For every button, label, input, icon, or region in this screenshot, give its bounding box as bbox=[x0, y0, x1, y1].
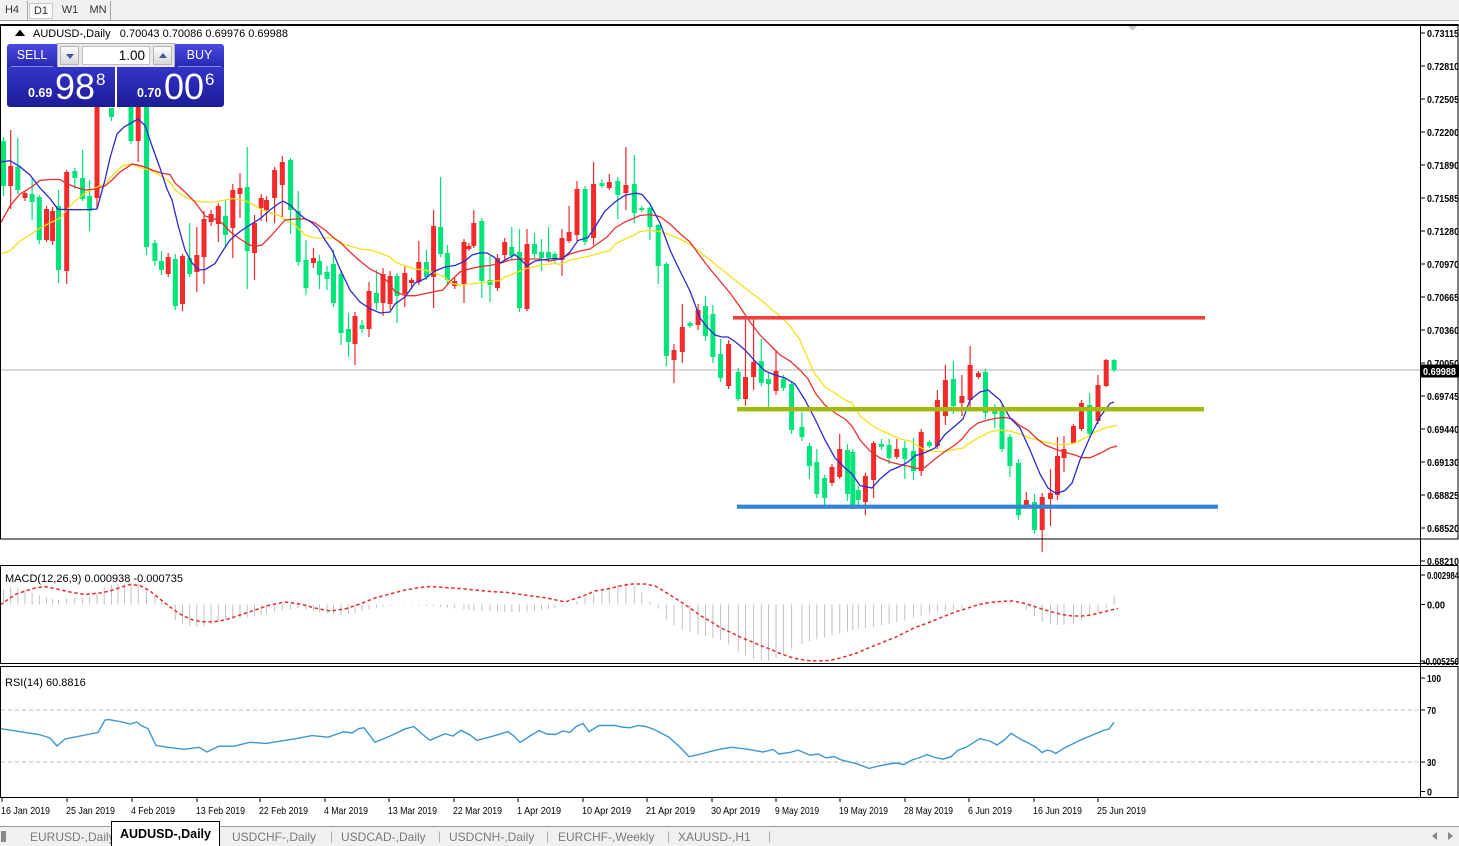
svg-text:4 Feb 2019: 4 Feb 2019 bbox=[131, 805, 175, 817]
svg-text:0.72810: 0.72810 bbox=[1427, 62, 1459, 73]
svg-text:1 Apr 2019: 1 Apr 2019 bbox=[517, 805, 561, 817]
svg-text:0.68210: 0.68210 bbox=[1427, 557, 1459, 568]
svg-text:0.69745: 0.69745 bbox=[1427, 392, 1459, 403]
svg-text:0.00: 0.00 bbox=[1427, 601, 1445, 612]
svg-text:AUDUSD-,Daily 0.70043 0.7008: AUDUSD-,Daily 0.70043 0.70086 0.69976 0.… bbox=[33, 28, 288, 40]
svg-text:10 Apr 2019: 10 Apr 2019 bbox=[582, 805, 631, 817]
svg-text:25 Jun 2019: 25 Jun 2019 bbox=[1097, 805, 1146, 817]
svg-text:9 May 2019: 9 May 2019 bbox=[775, 805, 819, 817]
svg-text:0.69988: 0.69988 bbox=[1423, 367, 1456, 378]
svg-text:19 May 2019: 19 May 2019 bbox=[839, 805, 888, 817]
svg-text:MACD(12,26,9) 0.000938 -0.0007: MACD(12,26,9) 0.000938 -0.000735 bbox=[5, 573, 183, 585]
svg-text:0.71890: 0.71890 bbox=[1427, 161, 1459, 172]
svg-text:16 Jun 2019: 16 Jun 2019 bbox=[1033, 805, 1082, 817]
svg-text:13 Mar 2019: 13 Mar 2019 bbox=[388, 805, 437, 817]
svg-text:30 Apr 2019: 30 Apr 2019 bbox=[711, 805, 760, 817]
svg-text:25 Jan 2019: 25 Jan 2019 bbox=[66, 805, 115, 817]
svg-text:RSI(14) 60.8816: RSI(14) 60.8816 bbox=[5, 677, 86, 689]
svg-text:0: 0 bbox=[1427, 788, 1432, 799]
svg-text:28 May 2019: 28 May 2019 bbox=[904, 805, 953, 817]
svg-text:16 Jan 2019: 16 Jan 2019 bbox=[1, 805, 50, 817]
svg-text:0.70665: 0.70665 bbox=[1427, 293, 1459, 304]
svg-text:0.73115: 0.73115 bbox=[1427, 29, 1459, 40]
svg-text:0.68520: 0.68520 bbox=[1427, 524, 1459, 535]
svg-text:6 Jun 2019: 6 Jun 2019 bbox=[968, 805, 1012, 817]
svg-text:100: 100 bbox=[1427, 674, 1441, 685]
svg-text:30: 30 bbox=[1427, 758, 1436, 769]
svg-text:0.71280: 0.71280 bbox=[1427, 227, 1459, 238]
svg-text:0.72505: 0.72505 bbox=[1427, 95, 1459, 106]
svg-text:22 Mar 2019: 22 Mar 2019 bbox=[453, 805, 502, 817]
svg-text:21 Apr 2019: 21 Apr 2019 bbox=[646, 805, 695, 817]
svg-text:22 Feb 2019: 22 Feb 2019 bbox=[259, 805, 308, 817]
svg-text:0.69440: 0.69440 bbox=[1427, 425, 1459, 436]
svg-text:13 Feb 2019: 13 Feb 2019 bbox=[196, 805, 245, 817]
svg-text:0.70970: 0.70970 bbox=[1427, 260, 1459, 271]
svg-text:0.70360: 0.70360 bbox=[1427, 326, 1459, 337]
svg-text:70: 70 bbox=[1427, 706, 1436, 717]
svg-text:0.68825: 0.68825 bbox=[1427, 491, 1459, 502]
svg-text:0.72200: 0.72200 bbox=[1427, 128, 1459, 139]
svg-text:-0.005256: -0.005256 bbox=[1423, 657, 1459, 668]
svg-text:0.69130: 0.69130 bbox=[1427, 458, 1459, 469]
svg-text:4 Mar 2019: 4 Mar 2019 bbox=[324, 805, 368, 817]
svg-text:0.71585: 0.71585 bbox=[1427, 194, 1459, 205]
svg-text:0.002984: 0.002984 bbox=[1427, 571, 1459, 582]
